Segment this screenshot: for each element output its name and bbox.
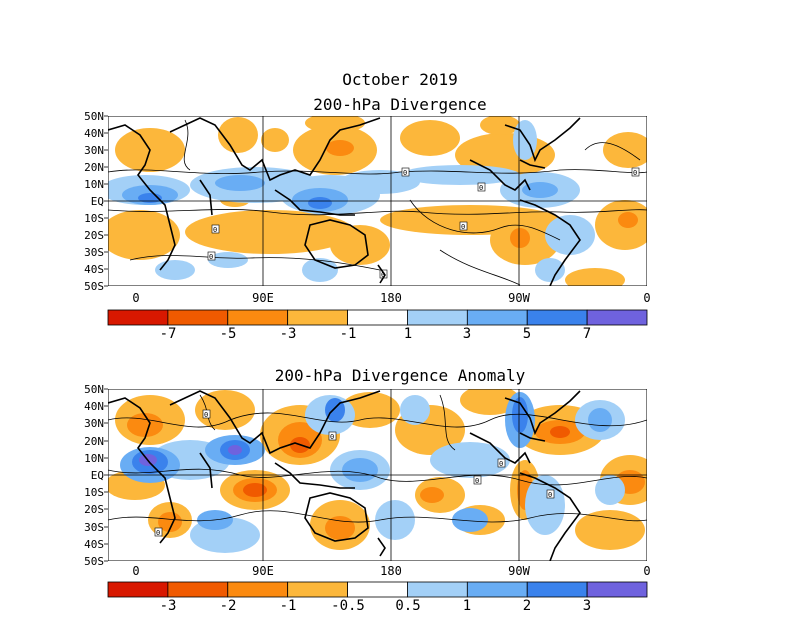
panel2-lat-label: 40N (84, 400, 104, 413)
panel2-colorbar-label: -0.5 (331, 598, 365, 614)
panel1-colorbar-label: -7 (159, 326, 177, 342)
panel1-colorbar-swatch (466, 309, 528, 326)
panel2-colorbar-label: 2 (522, 598, 532, 614)
panel2-colorbar-swatch (347, 581, 408, 598)
panel1-colorbar-label: -1 (339, 326, 357, 342)
panel1-colorbar-label: -5 (219, 326, 237, 342)
panel1-lon-label: 0 (132, 291, 140, 305)
panel1-lon-label: 0 (643, 291, 651, 305)
panel2-colorbar-label: 3 (582, 598, 592, 614)
panel2-title: 200-hPa Divergence Anomaly (274, 366, 526, 385)
panel1-colorbar-swatch (167, 309, 229, 326)
panel1-colorbar-label: 7 (582, 326, 592, 342)
panel1-gridlines (108, 116, 647, 286)
panel1-lon-label: 180 (380, 291, 402, 305)
panel2-lat-label: 20S (84, 503, 104, 516)
panel2-lat-label: EQ (90, 469, 104, 482)
panel1-colorbar-swatch (227, 309, 289, 326)
svg-text:0: 0 (475, 477, 479, 485)
panel1-lat-label: 10S (84, 212, 104, 225)
panel2-lon-label: 0 (132, 564, 140, 578)
panel1-lat-label: 10N (84, 178, 104, 191)
panel2-lat-label: 10S (84, 486, 104, 499)
svg-text:0: 0 (633, 169, 637, 177)
panel2-colorbar-label: 1 (462, 598, 472, 614)
svg-text:0: 0 (213, 226, 217, 234)
svg-text:0: 0 (461, 223, 465, 231)
panel1-lat-label: 20N (84, 161, 104, 174)
month-title: October 2019 (342, 70, 458, 89)
panel2-colorbar-swatch (586, 581, 648, 598)
panel2-colorbar-label: -1 (279, 598, 297, 614)
panel2-colorbar-swatch (466, 581, 528, 598)
panel2-gridlines (108, 389, 647, 561)
panel1-lat-label: 50S (84, 280, 104, 293)
panel2-lat-label: 50S (84, 555, 104, 568)
panel2-map: 0 0 0 0 0 0 (108, 389, 647, 561)
panel2-colorbar-swatch (287, 581, 348, 598)
panel1-lon-label: 90E (252, 291, 274, 305)
panel1-map: 0 0 0 0 0 0 0 (108, 116, 647, 286)
panel1-colorbar-label: -3 (279, 326, 297, 342)
panel1-colorbar-label: 5 (522, 326, 532, 342)
panel1-colorbar-swatch (407, 309, 468, 326)
svg-text:0: 0 (381, 271, 385, 279)
panel2-ticks (104, 388, 108, 562)
panel1-title: 200-hPa Divergence (313, 95, 487, 114)
svg-text:0: 0 (403, 169, 407, 177)
svg-text:0: 0 (330, 433, 334, 441)
svg-text:0: 0 (479, 184, 483, 192)
panel1-colorbar-swatch (287, 309, 348, 326)
panel1-colorbar (107, 309, 648, 326)
svg-text:0: 0 (204, 411, 208, 419)
panel1-lat-label: 40N (84, 127, 104, 140)
panel1-colorbar-swatch (107, 309, 169, 326)
panel1-contours (108, 119, 647, 286)
panel2-lat-label: 40S (84, 538, 104, 551)
panel1-dark-orange-fields (326, 140, 638, 248)
panel1-colorbar-swatch (586, 309, 648, 326)
panel1-colorbar-label: 1 (403, 326, 413, 342)
panel1-lat-label: 50N (84, 110, 104, 123)
panel2-colorbar-swatch (526, 581, 588, 598)
panel2-lat-label: 10N (84, 452, 104, 465)
svg-text:0: 0 (548, 491, 552, 499)
svg-text:0: 0 (499, 460, 503, 468)
svg-text:0: 0 (209, 253, 213, 261)
panel2-lon-label: 90W (508, 564, 530, 578)
panel1-lat-label: 30N (84, 144, 104, 157)
panel2-colorbar-swatch (227, 581, 289, 598)
panel2-colorbar-swatch (167, 581, 229, 598)
svg-text:0: 0 (156, 529, 160, 537)
panel2-coastlines (108, 390, 581, 561)
panel1-lat-label: EQ (90, 195, 104, 208)
panel1-lat-label: 40S (84, 263, 104, 276)
panel2-lat-label: 50N (84, 383, 104, 396)
panel1-lat-label: 30S (84, 246, 104, 259)
panel1-colorbar-label: 3 (462, 326, 472, 342)
panel2-colorbar-label: -2 (219, 598, 237, 614)
panel2-contours (108, 394, 647, 523)
panel1-lat-label: 20S (84, 229, 104, 242)
panel2-lat-label: 30S (84, 521, 104, 534)
panel1-coastlines (108, 117, 581, 286)
panel1-ticks (104, 115, 108, 287)
panel2-lon-label: 90E (252, 564, 274, 578)
panel2-colorbar-label: 0.5 (395, 598, 421, 614)
panel2-lat-label: 20N (84, 435, 104, 448)
panel1-lon-label: 90W (508, 291, 530, 305)
panel2-colorbar (107, 581, 648, 598)
panel2-lon-label: 0 (643, 564, 651, 578)
panel1-colorbar-swatch (347, 309, 408, 326)
panel2-lon-label: 180 (380, 564, 402, 578)
panel2-colorbar-swatch (107, 581, 169, 598)
panel2-colorbar-swatch (407, 581, 468, 598)
panel2-lat-label: 30N (84, 417, 104, 430)
panel2-colorbar-label: -3 (159, 598, 177, 614)
panel1-colorbar-swatch (526, 309, 588, 326)
